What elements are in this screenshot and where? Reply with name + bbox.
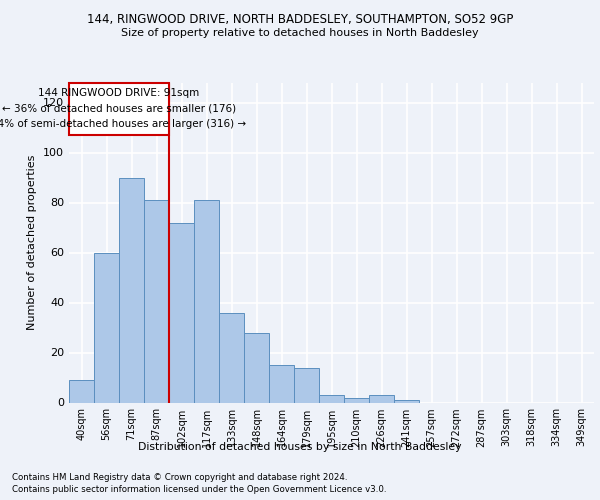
Text: 144, RINGWOOD DRIVE, NORTH BADDESLEY, SOUTHAMPTON, SO52 9GP: 144, RINGWOOD DRIVE, NORTH BADDESLEY, SO… [87, 12, 513, 26]
Bar [319, 395, 344, 402]
Text: Contains public sector information licensed under the Open Government Licence v3: Contains public sector information licen… [12, 485, 386, 494]
Bar [269, 365, 294, 403]
Bar [344, 398, 369, 402]
Bar [194, 200, 219, 402]
Y-axis label: Number of detached properties: Number of detached properties [28, 155, 37, 330]
Bar [69, 380, 94, 402]
Bar [244, 332, 269, 402]
Text: Size of property relative to detached houses in North Baddesley: Size of property relative to detached ho… [121, 28, 479, 38]
Bar [294, 368, 319, 402]
Bar [394, 400, 419, 402]
Bar [219, 312, 244, 402]
Text: 144 RINGWOOD DRIVE: 91sqm
← 36% of detached houses are smaller (176)
64% of semi: 144 RINGWOOD DRIVE: 91sqm ← 36% of detac… [0, 88, 247, 130]
Bar [169, 222, 194, 402]
Bar [144, 200, 169, 402]
Bar [119, 178, 144, 402]
Text: Contains HM Land Registry data © Crown copyright and database right 2024.: Contains HM Land Registry data © Crown c… [12, 472, 347, 482]
Bar [94, 252, 119, 402]
Text: Distribution of detached houses by size in North Baddesley: Distribution of detached houses by size … [138, 442, 462, 452]
Bar [369, 395, 394, 402]
